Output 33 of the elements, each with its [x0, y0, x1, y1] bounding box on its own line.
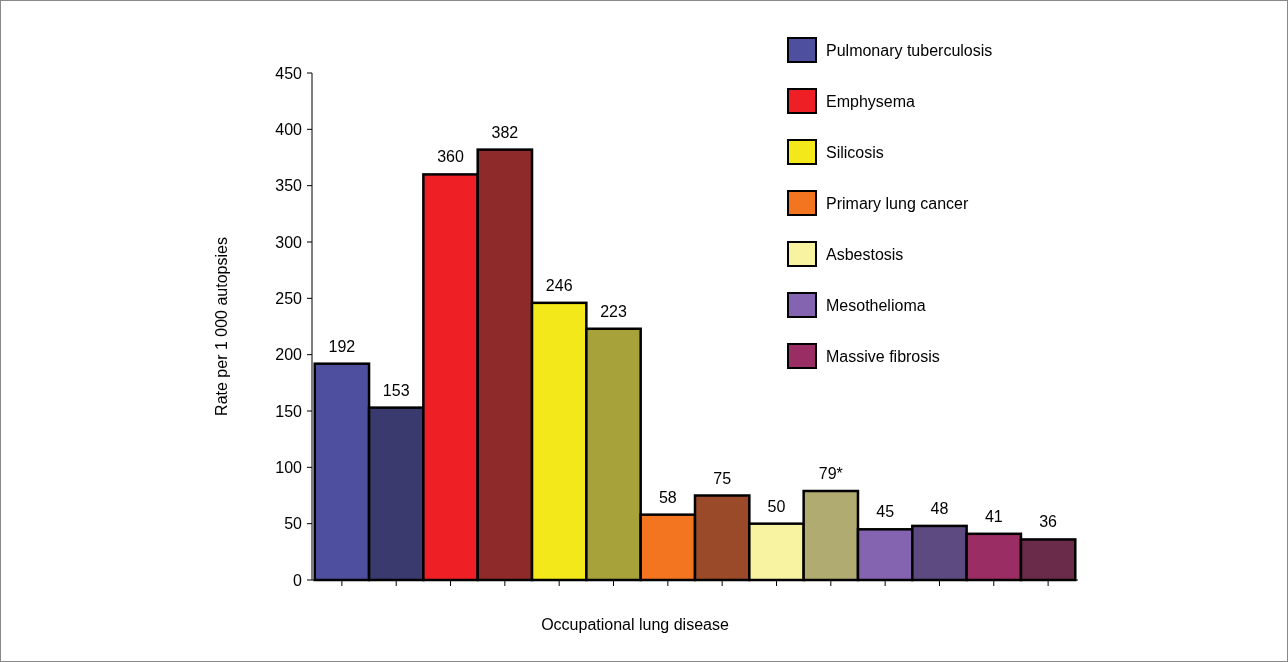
data-label: 382 — [491, 123, 519, 141]
data-label: 360 — [437, 148, 464, 166]
y-tick-label: 450 — [275, 64, 303, 82]
legend-label: Mesothelioma — [826, 296, 926, 314]
data-label: 41 — [984, 507, 1003, 525]
legend-label: Asbestosis — [826, 245, 904, 263]
data-label: 246 — [545, 276, 573, 294]
y-tick-label: 100 — [275, 458, 303, 476]
y-tick-label: 350 — [275, 177, 303, 195]
y-tick-label: 0 — [293, 571, 303, 589]
legend-label: Massive fibrosis — [826, 347, 940, 365]
data-label: 192 — [328, 337, 356, 355]
y-tick-label: 150 — [275, 402, 303, 420]
data-label: 48 — [930, 499, 949, 517]
y-axis-title: Rate per 1 000 autopsies — [213, 237, 230, 416]
y-tick-label: 50 — [284, 515, 303, 533]
x-axis-title: Occupational lung disease — [541, 616, 729, 633]
data-label: 223 — [600, 302, 627, 320]
legend-label: Pulmonary tuberculosis — [826, 41, 993, 59]
data-label: 58 — [658, 488, 677, 506]
y-tick-label: 250 — [275, 289, 303, 307]
data-label: 36 — [1039, 513, 1058, 531]
data-label: 75 — [713, 469, 732, 487]
legend-label: Silicosis — [826, 143, 884, 161]
data-label: 50 — [767, 497, 786, 515]
y-tick-label: 200 — [275, 346, 303, 364]
data-label: 79* — [818, 464, 843, 482]
legend-label: Primary lung cancer — [826, 194, 969, 212]
data-label: 45 — [876, 503, 895, 521]
legend-label: Emphysema — [826, 92, 916, 110]
data-label: 153 — [382, 381, 410, 399]
y-tick-label: 400 — [275, 120, 303, 138]
y-tick-label: 300 — [275, 233, 303, 251]
